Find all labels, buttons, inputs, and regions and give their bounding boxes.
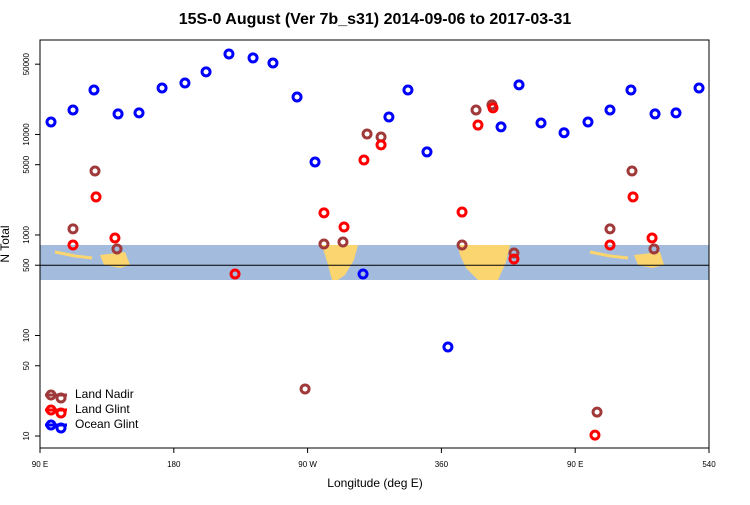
point — [456, 239, 468, 251]
point — [604, 104, 616, 116]
x-tick-label: 360 — [435, 460, 449, 469]
ocean-band — [40, 245, 709, 280]
point — [383, 111, 395, 123]
x-tick-label: 180 — [167, 460, 181, 469]
point — [318, 238, 330, 250]
y-tick-label: 50000 — [22, 53, 31, 76]
land — [322, 245, 358, 280]
point — [67, 223, 79, 235]
point — [309, 156, 321, 168]
y-tick-label: 500 — [22, 258, 31, 272]
point — [470, 104, 482, 116]
legend-marker — [45, 404, 57, 416]
y-axis-label: N Total — [0, 225, 12, 262]
point — [88, 84, 100, 96]
point — [267, 57, 279, 69]
legend-marker — [45, 419, 57, 431]
point — [45, 116, 57, 128]
y-tick-label: 50 — [22, 361, 31, 370]
y-tick-label: 10 — [22, 431, 31, 440]
point — [111, 243, 123, 255]
land — [634, 252, 664, 268]
point — [291, 91, 303, 103]
point — [338, 221, 350, 233]
plot-frame — [39, 39, 710, 449]
legend-marker — [55, 422, 67, 434]
point — [558, 127, 570, 139]
point — [591, 406, 603, 418]
point — [535, 117, 547, 129]
land — [458, 245, 510, 280]
point — [648, 243, 660, 255]
point — [604, 223, 616, 235]
point — [646, 232, 658, 244]
x-tick-label: 90 E — [32, 460, 48, 469]
x-tick-label: 540 — [702, 460, 716, 469]
point — [156, 82, 168, 94]
point — [223, 48, 235, 60]
x-tick-label: 90 E — [567, 460, 583, 469]
point — [472, 119, 484, 131]
point — [89, 165, 101, 177]
point — [112, 108, 124, 120]
point — [200, 66, 212, 78]
point — [421, 146, 433, 158]
legend-marker — [55, 407, 67, 419]
point — [375, 139, 387, 151]
legend-marker — [55, 392, 67, 404]
land — [100, 252, 130, 268]
point — [109, 232, 121, 244]
point — [508, 253, 520, 265]
point — [670, 107, 682, 119]
point — [693, 82, 705, 94]
point — [456, 206, 468, 218]
point — [589, 429, 601, 441]
point — [299, 383, 311, 395]
point — [179, 77, 191, 89]
point — [318, 207, 330, 219]
point — [626, 165, 638, 177]
legend-label: Land Nadir — [75, 387, 134, 401]
point — [402, 84, 414, 96]
point — [627, 191, 639, 203]
y-tick-label: 100 — [22, 328, 31, 342]
point — [442, 341, 454, 353]
y-tick-label: 10000 — [22, 123, 31, 146]
point — [357, 268, 369, 280]
legend-label: Land Glint — [75, 402, 130, 416]
point — [604, 239, 616, 251]
point — [649, 108, 661, 120]
point — [229, 268, 241, 280]
map — [40, 245, 709, 280]
point — [67, 104, 79, 116]
point — [358, 154, 370, 166]
legend-label: Ocean Glint — [75, 417, 139, 431]
point — [495, 121, 507, 133]
point — [625, 84, 637, 96]
x-tick-label: 90 W — [298, 460, 317, 469]
point — [67, 239, 79, 251]
point — [582, 116, 594, 128]
point — [337, 236, 349, 248]
legend-marker — [45, 389, 57, 401]
y-tick-label: 5000 — [22, 155, 31, 173]
islands — [54, 250, 629, 260]
chart-title: 15S-0 August (Ver 7b_s31) 2014-09-06 to … — [179, 11, 572, 28]
point — [133, 107, 145, 119]
point — [247, 52, 259, 64]
point — [361, 128, 373, 140]
point — [90, 191, 102, 203]
point — [508, 247, 520, 259]
point — [513, 79, 525, 91]
point — [487, 102, 499, 114]
x-axis-label: Longitude (deg E) — [327, 476, 422, 490]
y-tick-label: 1000 — [22, 226, 31, 244]
